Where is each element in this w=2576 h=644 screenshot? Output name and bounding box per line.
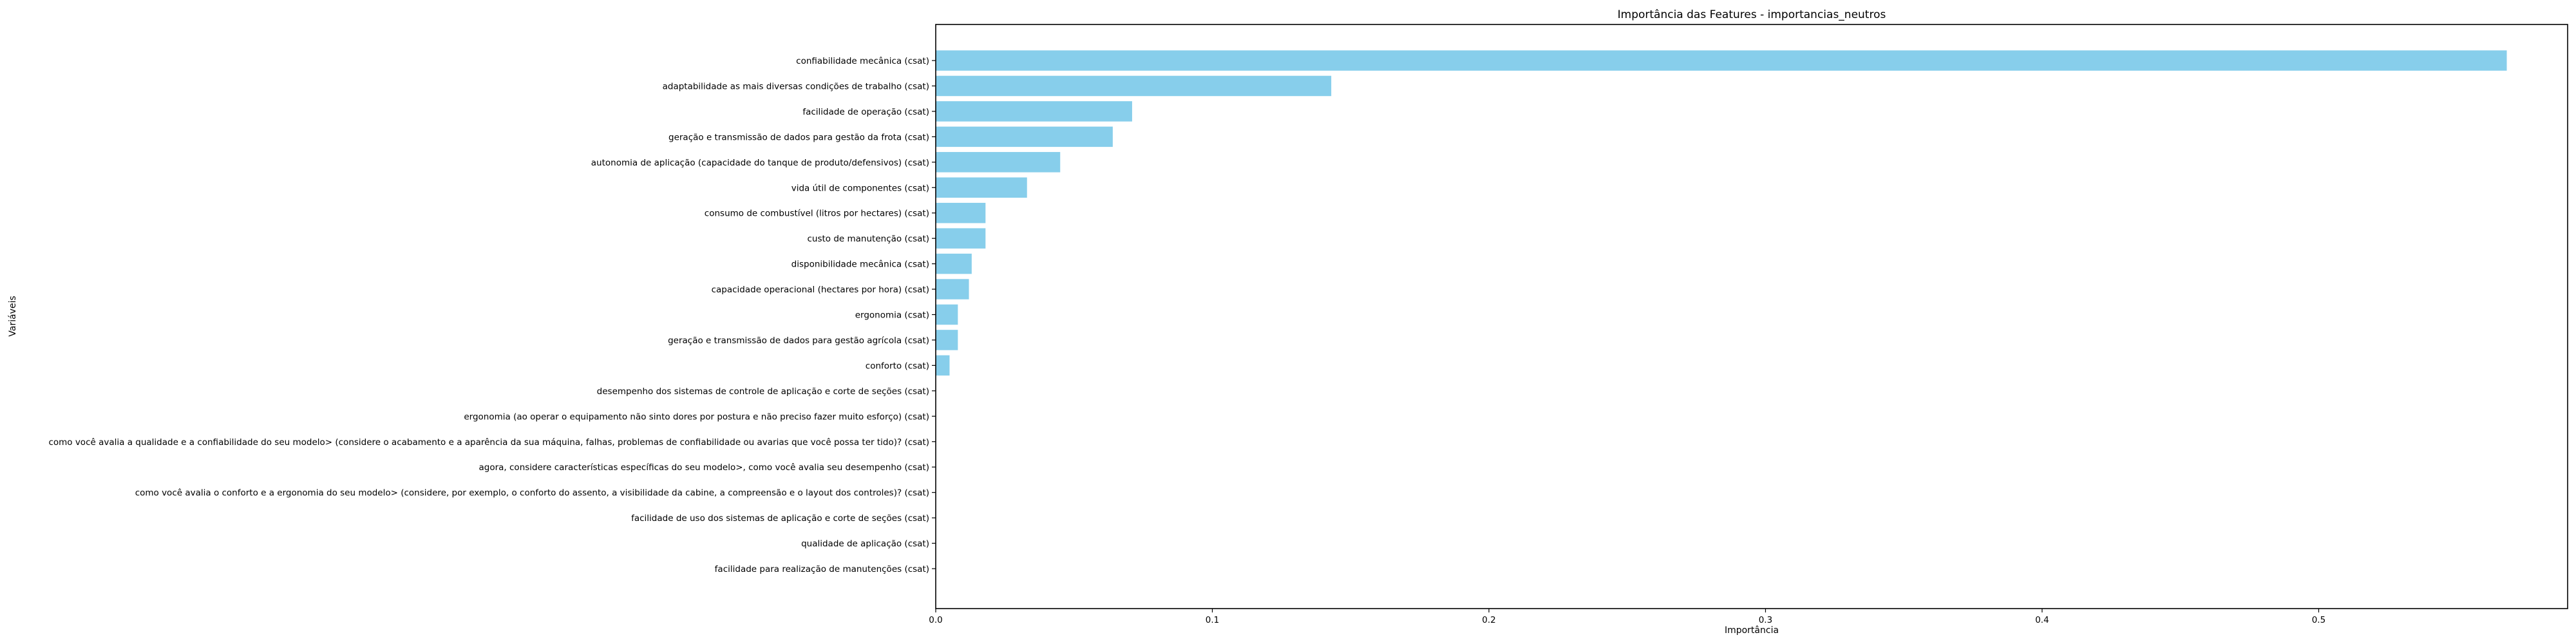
y-tick-label: conforto (csat) xyxy=(866,361,929,371)
bar-2 xyxy=(936,101,1132,122)
y-tick-label: autonomia de aplicação (capacidade do ta… xyxy=(591,158,929,168)
bar-9 xyxy=(936,279,969,299)
x-tick-label: 0.2 xyxy=(1482,615,1495,625)
y-tick-label: qualidade de aplicação (csat) xyxy=(801,539,929,549)
bar-4 xyxy=(936,152,1061,173)
y-tick-label: capacidade operacional (hectares por hor… xyxy=(712,285,929,295)
x-tick-label: 0.5 xyxy=(2312,615,2325,625)
y-tick-label: facilidade de uso dos sistemas de aplica… xyxy=(631,513,929,524)
bar-5 xyxy=(936,177,1027,198)
y-tick-label: como você avalia a qualidade e a confiab… xyxy=(48,437,929,448)
y-tick-label: ergonomia (csat) xyxy=(855,310,929,321)
x-tick-label: 0.0 xyxy=(929,615,942,625)
y-axis-label: Variáveis xyxy=(8,296,18,336)
y-tick-label: disponibilidade mecânica (csat) xyxy=(791,260,929,270)
x-tick-label: 0.3 xyxy=(1759,615,1772,625)
x-axis-label: Importância xyxy=(1725,625,1779,636)
y-tick-label: facilidade para realização de manutençõe… xyxy=(715,564,929,574)
bar-11 xyxy=(936,330,958,350)
y-tick-label: consumo de combustível (litros por hecta… xyxy=(705,209,929,219)
x-ticks-group: 0.0 0.1 0.2 0.3 0.4 0.5 xyxy=(929,609,2325,625)
y-tick-label: custo de manutenção (csat) xyxy=(807,234,929,244)
bar-7 xyxy=(936,228,986,249)
x-tick-label: 0.4 xyxy=(2035,615,2049,625)
bar-6 xyxy=(936,202,986,223)
y-tick-label: como você avalia o conforto e a ergonomi… xyxy=(135,488,929,498)
bars-group xyxy=(936,50,2507,376)
y-tick-label: geração e transmissão de dados para gest… xyxy=(668,132,929,142)
y-tick-label: confiabilidade mecânica (csat) xyxy=(796,56,929,66)
plot-frame xyxy=(935,24,2568,609)
x-tick-label: 0.1 xyxy=(1206,615,1219,625)
bar-8 xyxy=(936,253,972,274)
bar-0 xyxy=(936,50,2507,71)
bar-10 xyxy=(936,304,958,325)
bar-3 xyxy=(936,126,1113,147)
y-ticks-group: confiabilidade mecânica (csat) adaptabili… xyxy=(48,56,936,574)
y-tick-label: agora, considere características específ… xyxy=(479,462,930,473)
y-tick-label: ergonomia (ao operar o equipamento não s… xyxy=(464,412,929,422)
chart-title: Importância das Features - importancias_… xyxy=(1618,8,1886,21)
y-tick-label: geração e transmissão de dados para gest… xyxy=(668,336,929,346)
bar-1 xyxy=(936,75,1332,97)
y-tick-label: adaptabilidade as mais diversas condiçõe… xyxy=(663,81,929,91)
bar-12 xyxy=(936,355,950,376)
y-tick-label: facilidade de operação (csat) xyxy=(802,107,929,117)
y-tick-label: vida útil de componentes (csat) xyxy=(791,183,929,193)
y-tick-label: desempenho dos sistemas de controle de a… xyxy=(597,386,929,397)
